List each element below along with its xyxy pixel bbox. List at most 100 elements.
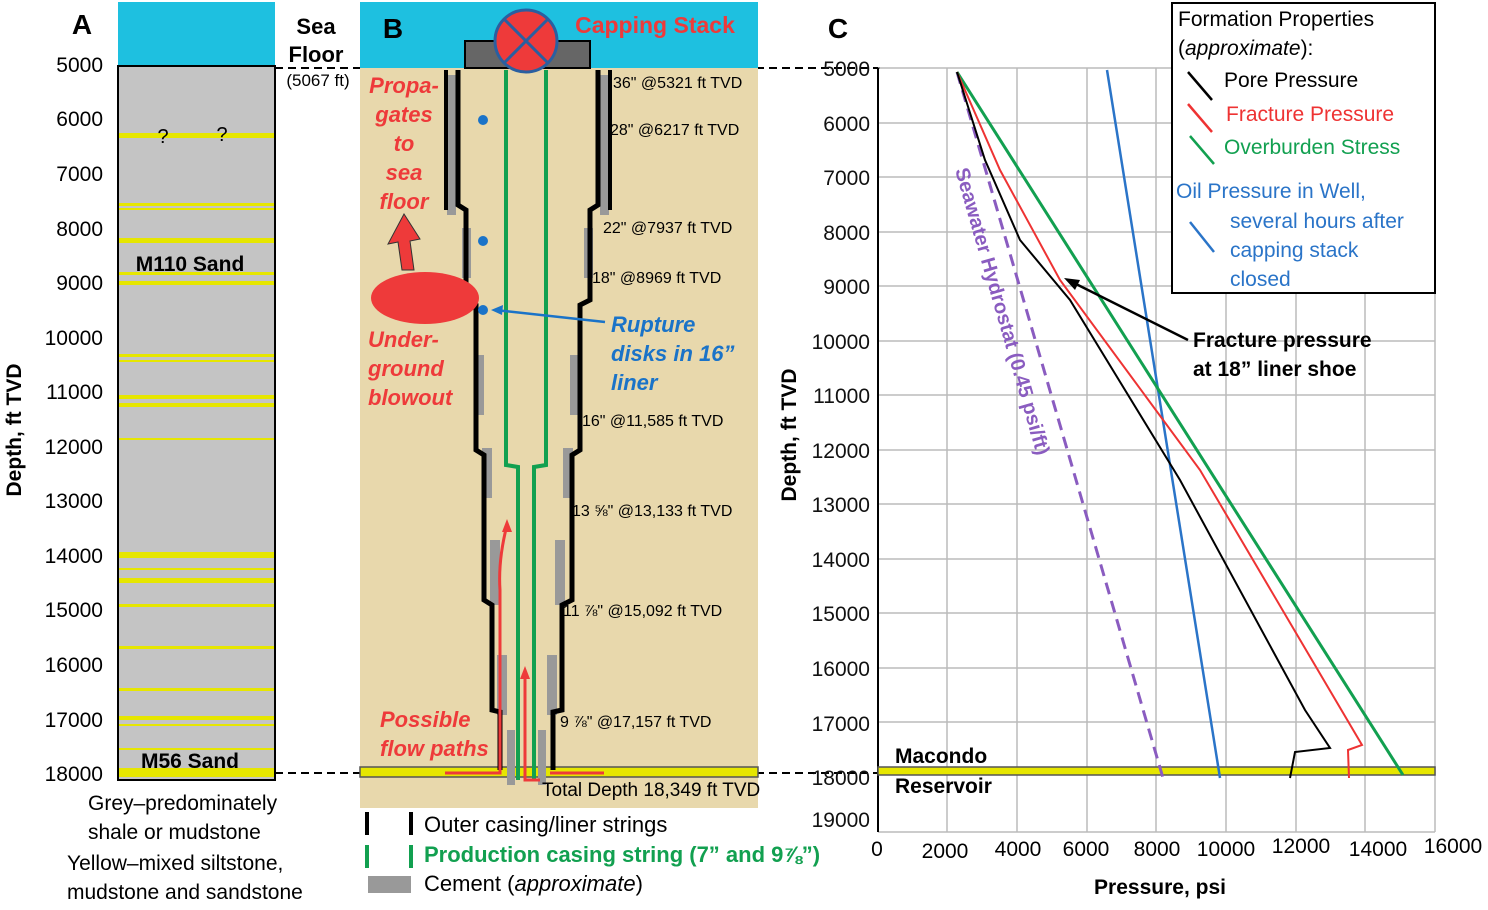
- svg-text:14000: 14000: [812, 549, 870, 572]
- sea-floor-label-1: Sea: [296, 14, 336, 39]
- question-mark: ?: [157, 126, 168, 148]
- underground-blowout-shape: [371, 272, 479, 324]
- svg-text:10000: 10000: [812, 331, 870, 354]
- svg-text:Pore Pressure: Pore Pressure: [1224, 69, 1358, 92]
- pore-pressure-line: [956, 71, 1332, 779]
- svg-text:Propa-: Propa-: [369, 73, 439, 98]
- sea-floor-depth: (5067 ft): [286, 71, 349, 90]
- y-tick: 11000: [46, 381, 103, 404]
- total-depth-label: Total Depth 18,349 ft TVD: [542, 780, 760, 801]
- y-tick: 10000: [45, 327, 103, 350]
- outer-casing-left: [455, 70, 503, 770]
- overburden-legend-icon: [1189, 135, 1215, 165]
- casing-depth-labels: 36" @5321 ft TVD 28" @6217 ft TVD 22" @7…: [560, 75, 742, 731]
- outer-casing-legend-icon: [365, 812, 413, 835]
- oil-legend-icon: [1189, 221, 1215, 253]
- svg-text:Under-: Under-: [368, 327, 439, 352]
- rupture-disk: [478, 115, 488, 125]
- svg-text:gates: gates: [374, 102, 432, 127]
- panel-b-letter: B: [383, 13, 403, 44]
- panel-a: A Sea Floor (5067 ft) ? ? M110 Sand M56 …: [3, 2, 350, 904]
- rupture-disk: [478, 305, 488, 315]
- svg-text:13000: 13000: [812, 494, 870, 517]
- svg-text:ground: ground: [367, 356, 444, 381]
- production-casing-legend-icon: [365, 845, 413, 868]
- svg-text:18" @8969 ft TVD: 18" @8969 ft TVD: [592, 270, 721, 287]
- svg-text:18000: 18000: [812, 767, 870, 790]
- svg-text:flow paths: flow paths: [380, 736, 489, 761]
- y-tick: 18000: [45, 763, 103, 786]
- svg-text:8000: 8000: [823, 222, 870, 245]
- capping-stack-label: Capping Stack: [575, 12, 735, 38]
- svg-text:Oil Pressure in Well,: Oil Pressure in Well,: [1176, 180, 1366, 203]
- svg-text:19000: 19000: [812, 809, 870, 832]
- question-mark: ?: [216, 124, 227, 146]
- svg-text:22" @7937 ft TVD: 22" @7937 ft TVD: [603, 220, 732, 237]
- y-tick: 15000: [45, 599, 103, 622]
- svg-text:17000: 17000: [812, 713, 870, 736]
- svg-text:12000: 12000: [812, 440, 870, 463]
- svg-text:Reservoir: Reservoir: [895, 775, 992, 798]
- svg-text:Production casing string (7” a: Production casing string (7” and 9⅞”): [424, 842, 820, 867]
- svg-text:shale or mudstone: shale or mudstone: [88, 821, 261, 844]
- svg-text:Fracture pressure: Fracture pressure: [1193, 329, 1372, 352]
- svg-text:disks in 16”: disks in 16”: [611, 341, 735, 366]
- svg-text:floor: floor: [380, 189, 430, 214]
- y-tick: 7000: [56, 163, 103, 186]
- y-tick: 17000: [45, 709, 103, 732]
- underground-blowout-label: Under- ground blowout: [367, 327, 454, 410]
- panel-a-y-axis-label: Depth, ft TVD: [3, 364, 26, 497]
- overburden-stress-line: [955, 71, 1405, 776]
- svg-text:sea: sea: [386, 160, 423, 185]
- y-tick: 6000: [56, 108, 103, 131]
- svg-text:0: 0: [871, 838, 883, 861]
- macondo-reservoir-label: Macondo Reservoir: [895, 745, 992, 798]
- svg-text:blowout: blowout: [368, 385, 454, 410]
- svg-text:13 ⅝" @13,133 ft TVD: 13 ⅝" @13,133 ft TVD: [572, 503, 732, 520]
- panel-c-y-ticks: 5000 6000 7000 8000 9000 10000 11000 12000 1…: [812, 58, 870, 832]
- svg-text:16000: 16000: [812, 658, 870, 681]
- fracture-annotation: Fracture pressure at 18” liner shoe: [1193, 329, 1372, 381]
- y-tick: 12000: [45, 436, 103, 459]
- svg-text:Overburden Stress: Overburden Stress: [1224, 136, 1400, 159]
- panel-c-letter: C: [828, 13, 848, 44]
- svg-text:2000: 2000: [922, 840, 969, 863]
- panel-c-y-axis-label: Depth, ft TVD: [778, 369, 801, 502]
- hydrostat-label: Seawater Hydrostat (0.45 psi/ft): [950, 165, 1053, 457]
- svg-text:15000: 15000: [812, 603, 870, 626]
- valve-cross: [502, 17, 550, 65]
- svg-text:mudstone and sandstone: mudstone and sandstone: [67, 881, 303, 904]
- svg-text:capping stack: capping stack: [1230, 239, 1359, 262]
- svg-text:6000: 6000: [823, 113, 870, 136]
- svg-text:12000: 12000: [1272, 835, 1330, 858]
- grid: [878, 67, 1436, 833]
- svg-text:8000: 8000: [1134, 838, 1181, 861]
- lithology-column: [117, 65, 276, 781]
- cement-legend-icon: [368, 876, 411, 893]
- svg-text:Fracture Pressure: Fracture Pressure: [1226, 103, 1394, 126]
- sea-water: [118, 2, 275, 66]
- svg-text:9 ⅞" @17,157 ft TVD: 9 ⅞" @17,157 ft TVD: [560, 714, 711, 731]
- formation-background: [360, 68, 758, 808]
- panel-c-x-axis-label: Pressure, psi: [1094, 876, 1226, 899]
- cement: [447, 75, 609, 785]
- svg-text:11000: 11000: [813, 385, 870, 408]
- svg-text:5000: 5000: [823, 58, 870, 81]
- sea-floor-label-2: Floor: [289, 42, 344, 67]
- svg-text:36" @5321 ft TVD: 36" @5321 ft TVD: [613, 75, 742, 92]
- y-tick: 5000: [56, 54, 103, 77]
- outer-casing-right: [550, 70, 601, 770]
- rupture-arrow: [494, 308, 606, 324]
- arrow-head-icon: [491, 305, 503, 315]
- svg-text:Macondo: Macondo: [895, 745, 987, 768]
- panel-c: C Seawater Hydrostat (0.45 psi/ft) Fract…: [778, 2, 1482, 899]
- svg-text:28" @6217 ft TVD: 28" @6217 ft TVD: [610, 122, 739, 139]
- panel-c-x-ticks: 0 2000 4000 6000 8000 10000 12000 14000 1600…: [871, 835, 1482, 863]
- svg-text:16000: 16000: [1424, 835, 1482, 858]
- svg-text:several hours after: several hours after: [1230, 210, 1404, 233]
- y-tick: 13000: [45, 490, 103, 513]
- y-tick: 9000: [56, 272, 103, 295]
- svg-text:Grey–predominately: Grey–predominately: [88, 792, 278, 815]
- y-tick: 14000: [45, 545, 103, 568]
- rupture-disks-label: Rupture disks in 16” liner: [611, 312, 735, 395]
